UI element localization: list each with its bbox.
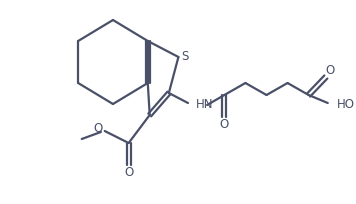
Text: HN: HN — [196, 99, 213, 112]
Text: HO: HO — [337, 98, 355, 111]
Text: S: S — [182, 50, 189, 62]
Text: O: O — [325, 64, 334, 78]
Text: O: O — [124, 166, 133, 180]
Text: O: O — [220, 119, 229, 132]
Text: O: O — [93, 122, 103, 135]
